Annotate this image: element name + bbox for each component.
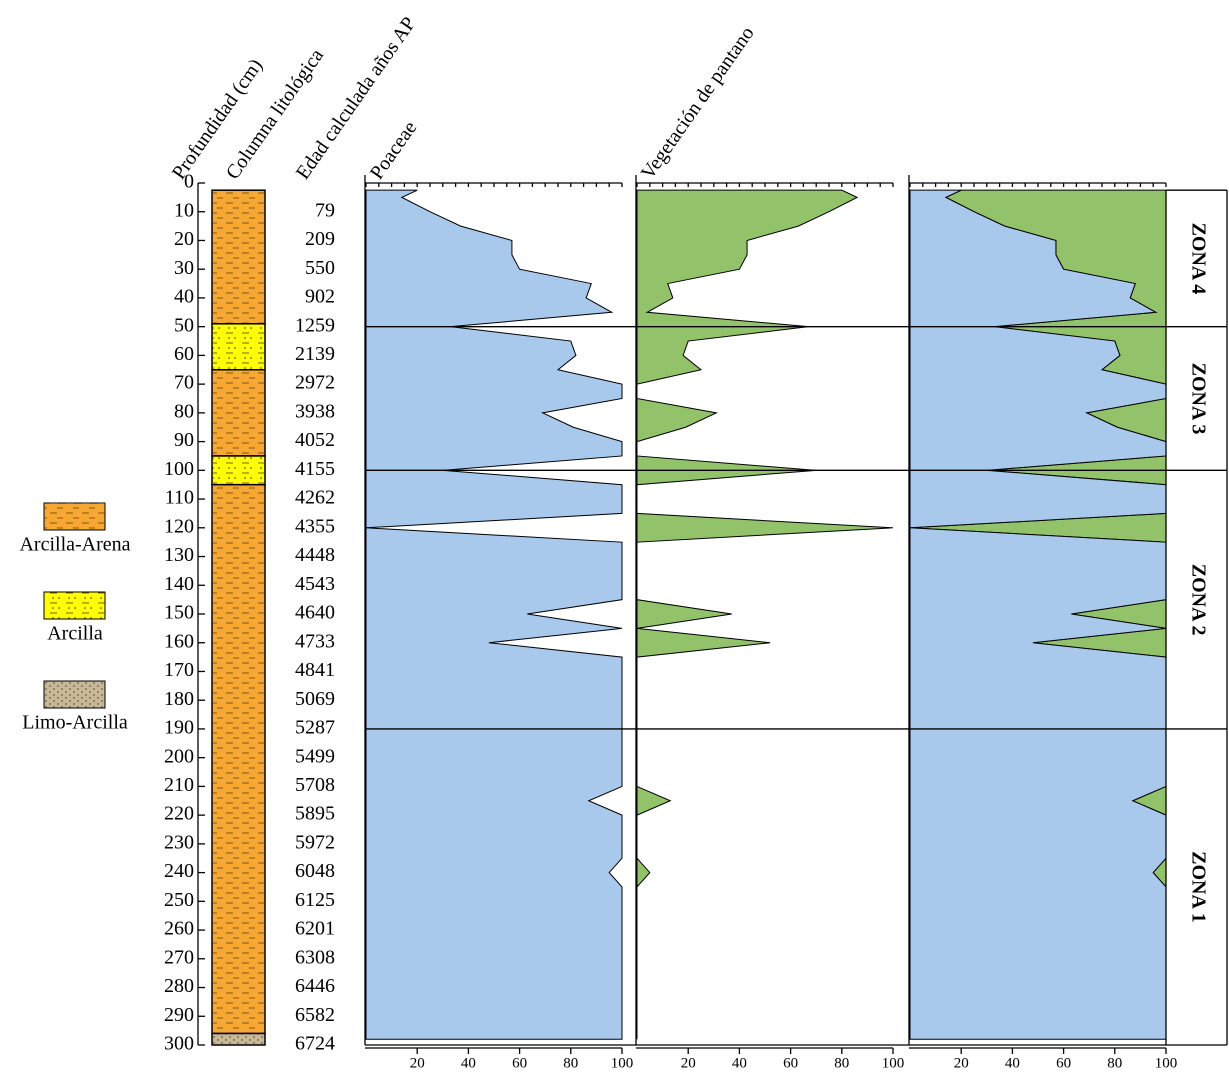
x-tick-label: 80 bbox=[1107, 1055, 1122, 1071]
age-label: 209 bbox=[305, 228, 335, 250]
x-tick-label: 60 bbox=[783, 1055, 798, 1071]
lithology-pattern bbox=[212, 455, 265, 485]
x-tick-label: 40 bbox=[461, 1055, 476, 1071]
age-label: 902 bbox=[305, 286, 335, 308]
age-label: 6582 bbox=[295, 1004, 335, 1026]
age-label: 4543 bbox=[295, 573, 335, 595]
depth-label: 180 bbox=[164, 688, 194, 710]
depth-label: 270 bbox=[164, 946, 194, 968]
legend-label: Arcilla-Arena bbox=[19, 534, 130, 556]
depth-label: 60 bbox=[174, 343, 194, 365]
age-label: 4052 bbox=[295, 429, 335, 451]
age-label: 4155 bbox=[295, 458, 335, 480]
x-tick-label: 20 bbox=[954, 1055, 969, 1071]
age-label: 1259 bbox=[295, 314, 335, 336]
depth-label: 250 bbox=[164, 889, 194, 911]
depth-label: 260 bbox=[164, 918, 194, 940]
lithology-pattern bbox=[212, 484, 265, 1034]
zone-label: ZONA 2 bbox=[1187, 564, 1209, 636]
panel-title: Vegetación de pantano bbox=[637, 23, 759, 184]
age-label: 5499 bbox=[295, 745, 335, 767]
depth-label: 30 bbox=[174, 257, 194, 279]
age-label: 6724 bbox=[295, 1033, 335, 1055]
age-label: 5895 bbox=[295, 803, 335, 825]
depth-label: 160 bbox=[164, 630, 194, 652]
area bbox=[365, 189, 623, 1040]
depth-label: 140 bbox=[164, 573, 194, 595]
zone-label: ZONA 1 bbox=[1187, 851, 1209, 923]
depth-label: 20 bbox=[174, 228, 194, 250]
depth-label: 280 bbox=[164, 975, 194, 997]
age-label: 4262 bbox=[295, 487, 335, 509]
lithology-pattern bbox=[212, 323, 265, 370]
depth-label: 130 bbox=[164, 544, 194, 566]
age-label: 6125 bbox=[295, 889, 335, 911]
x-tick-label: 20 bbox=[681, 1055, 696, 1071]
age-label: 4841 bbox=[295, 659, 335, 681]
x-tick-label: 40 bbox=[732, 1055, 747, 1071]
lithology-pattern bbox=[212, 1033, 265, 1045]
age-label: 5287 bbox=[295, 717, 335, 739]
age-label: 5972 bbox=[295, 831, 335, 853]
legend-pattern bbox=[44, 503, 105, 530]
age-label: 4448 bbox=[295, 544, 335, 566]
depth-label: 300 bbox=[164, 1033, 194, 1055]
age-label: 6446 bbox=[295, 975, 335, 997]
legend-label: Limo-Arcilla bbox=[22, 712, 128, 734]
zone-label: ZONA 3 bbox=[1187, 363, 1209, 435]
depth-label: 10 bbox=[174, 199, 194, 221]
depth-label: 110 bbox=[165, 487, 194, 509]
age-label: 79 bbox=[315, 199, 335, 221]
age-label: 6308 bbox=[295, 946, 335, 968]
depth-label: 0 bbox=[184, 171, 194, 193]
age-label: 6201 bbox=[295, 918, 335, 940]
depth-label: 210 bbox=[164, 774, 194, 796]
legend-pattern bbox=[44, 681, 105, 708]
x-tick-label: 100 bbox=[611, 1055, 634, 1071]
age-label: 2139 bbox=[295, 343, 335, 365]
depth-label: 240 bbox=[164, 860, 194, 882]
area bbox=[636, 189, 894, 1040]
age-label: 5069 bbox=[295, 688, 335, 710]
depth-label: 40 bbox=[174, 286, 194, 308]
depth-label: 290 bbox=[164, 1004, 194, 1026]
age-label: 4733 bbox=[295, 630, 335, 652]
age-label: 2972 bbox=[295, 372, 335, 394]
age-label: 5708 bbox=[295, 774, 335, 796]
x-tick-label: 20 bbox=[410, 1055, 425, 1071]
depth-label: 70 bbox=[174, 372, 194, 394]
age-label: 3938 bbox=[295, 400, 335, 422]
depth-label: 150 bbox=[164, 602, 194, 624]
age-label: 4355 bbox=[295, 515, 335, 537]
depth-label: 200 bbox=[164, 745, 194, 767]
age-label: 4640 bbox=[295, 602, 335, 624]
x-tick-label: 80 bbox=[563, 1055, 578, 1071]
depth-label: 100 bbox=[164, 458, 194, 480]
depth-label: 80 bbox=[174, 400, 194, 422]
x-tick-label: 80 bbox=[834, 1055, 849, 1071]
depth-label: 170 bbox=[164, 659, 194, 681]
age-label: 6048 bbox=[295, 860, 335, 882]
x-tick-label: 40 bbox=[1005, 1055, 1020, 1071]
panel-title: Poaceae bbox=[366, 117, 422, 183]
x-tick-label: 100 bbox=[882, 1055, 905, 1071]
depth-label: 230 bbox=[164, 831, 194, 853]
x-tick-label: 60 bbox=[1056, 1055, 1071, 1071]
depth-label: 190 bbox=[164, 717, 194, 739]
depth-label: 50 bbox=[174, 314, 194, 336]
zone-label: ZONA 4 bbox=[1187, 223, 1209, 295]
x-tick-label: 60 bbox=[512, 1055, 527, 1071]
lithology-pattern bbox=[212, 369, 265, 456]
depth-label: 90 bbox=[174, 429, 194, 451]
lithology-pattern bbox=[212, 190, 265, 324]
depth-label: 220 bbox=[164, 803, 194, 825]
x-tick-label: 100 bbox=[1155, 1055, 1178, 1071]
depth-label: 120 bbox=[164, 515, 194, 537]
legend-label: Arcilla bbox=[47, 623, 103, 645]
age-label: 550 bbox=[305, 257, 335, 279]
legend-pattern bbox=[44, 592, 105, 619]
